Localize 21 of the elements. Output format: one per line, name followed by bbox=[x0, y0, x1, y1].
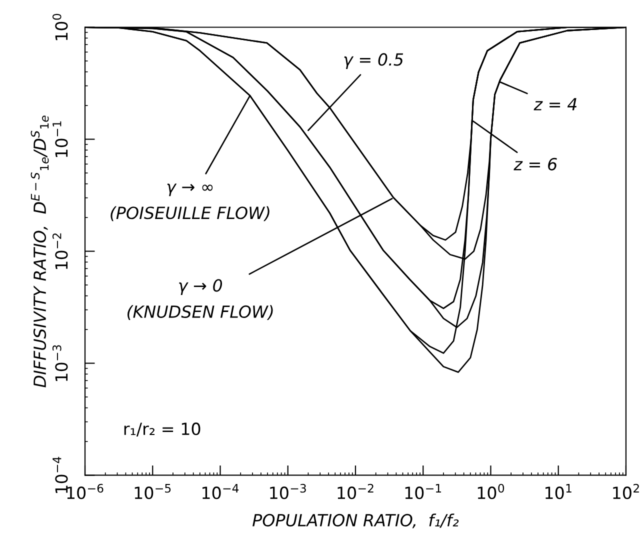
x-tick-label: 10$^{2}$ bbox=[613, 484, 639, 500]
annotation: γ → ∞ (POISEUILLE FLOW) bbox=[110, 184, 270, 222]
annotation: z = 6 bbox=[514, 158, 557, 170]
x-tick-label: 10$^{0}$ bbox=[478, 484, 504, 500]
x-tick-label: 10$^{−5}$ bbox=[134, 484, 171, 500]
x-tick-label: 10$^{−3}$ bbox=[270, 484, 306, 500]
x-axis-title: POPULATION RATIO, f₁/f₂ bbox=[252, 514, 459, 528]
y-tick-label: 10$^{−2}$ bbox=[52, 233, 68, 269]
annotation: γ = 0.5 bbox=[344, 53, 404, 69]
x-tick-label: 10$^{−2}$ bbox=[338, 484, 374, 500]
x-tick-label: 10$^{−1}$ bbox=[405, 484, 442, 500]
x-tick-label: 10$^{−6}$ bbox=[67, 484, 104, 500]
x-tick-label: 10$^{−4}$ bbox=[202, 484, 239, 500]
annotation: γ → 0 (KNUDSEN FLOW) bbox=[128, 279, 273, 320]
annotation: r₁/r₂ = 10 bbox=[124, 422, 200, 436]
y-tick-label: 10$^{−1}$ bbox=[52, 121, 68, 157]
annotation: z = 4 bbox=[534, 98, 577, 110]
y-tick-label: 10$^{−3}$ bbox=[52, 345, 68, 381]
y-tick-label: 10$^{0}$ bbox=[52, 14, 68, 40]
y-axis-title: DIFFUSIVITY RATIO, D$^{E−S}$$_{1e}$/D$^{S}$$_{1e}$ bbox=[30, 116, 49, 388]
x-tick-label: 10$^{1}$ bbox=[546, 484, 572, 500]
